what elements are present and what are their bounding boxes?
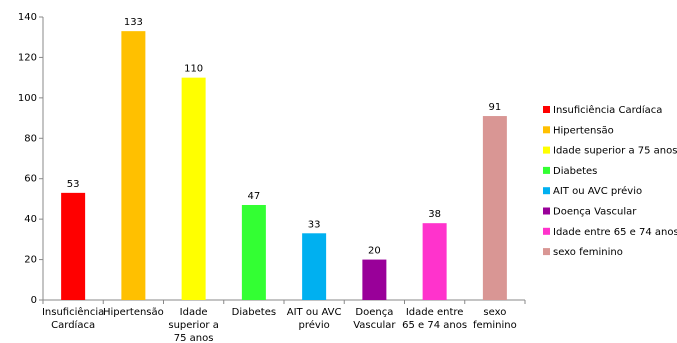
y-tick-label: 120 (18, 52, 37, 63)
legend-swatch (543, 248, 550, 256)
y-tick-label: 80 (24, 133, 37, 144)
legend-swatch (543, 227, 550, 235)
label-line: 65 e 74 anos (402, 320, 467, 331)
bar (422, 223, 447, 300)
bar (241, 204, 266, 300)
legend-swatch (543, 187, 550, 195)
legend-swatch (543, 126, 550, 134)
value-label: 20 (368, 246, 381, 257)
label-line: Idade entre (406, 307, 464, 318)
y-tick-label: 100 (18, 93, 37, 104)
legend-label: sexo feminino (553, 247, 623, 258)
label-line: feminino (473, 320, 517, 331)
x-tick-label: Insuficiência Cardíaca (42, 306, 104, 331)
value-label: 91 (489, 102, 502, 113)
legend-label: Insuficiência Cardíaca (553, 104, 662, 116)
value-label: 38 (428, 209, 441, 220)
label-line: Doença (355, 307, 393, 318)
x-tick-label: sexo feminino (473, 307, 517, 331)
label-line: prévio (299, 319, 330, 331)
y-tick-label: 20 (24, 255, 37, 266)
bar (181, 77, 206, 301)
value-label: 110 (184, 64, 203, 75)
value-label: 47 (248, 191, 261, 202)
bar (362, 259, 387, 300)
bar (61, 192, 86, 300)
x-tick-label: Diabetes (232, 307, 276, 318)
label-line: Insuficiência (42, 306, 104, 318)
x-tick-label: Idade superior a 75 anos (168, 307, 218, 343)
y-tick-label: 40 (24, 214, 37, 225)
x-tick-label: Doença Vascular (353, 307, 396, 331)
legend-swatch (543, 106, 550, 113)
x-tick-label: Hipertensão (103, 307, 164, 318)
y-tick-label: 140 (18, 12, 37, 23)
legend-label: Idade entre 65 e 74 anos (553, 227, 677, 238)
label-line: Hipertensão (103, 307, 164, 318)
legend-swatch (543, 207, 550, 215)
legend-swatch (543, 166, 550, 174)
y-tick-label: 60 (24, 174, 37, 185)
label-line: 75 anos (174, 333, 214, 343)
label-line: AIT ou AVC (287, 307, 342, 318)
label-line: Idade (180, 307, 208, 318)
label-line: sexo (483, 307, 506, 318)
bar (482, 116, 507, 300)
value-label: 53 (67, 179, 80, 190)
bar (302, 233, 327, 300)
label-line: Cardíaca (51, 319, 95, 331)
x-tick-label: AIT ou AVC prévio (287, 307, 342, 331)
label-line: superior a (168, 320, 218, 331)
legend-label: Idade superior a 75 anos (553, 146, 677, 157)
legend-label: Doença Vascular (553, 207, 637, 218)
legend-label: Diabetes (553, 166, 597, 177)
value-label: 133 (124, 17, 143, 28)
label-line: Diabetes (232, 307, 276, 318)
label-line: Vascular (353, 320, 396, 331)
legend-label: AIT ou AVC prévio (553, 185, 642, 197)
legend-swatch (543, 146, 550, 154)
y-tick-label: 0 (31, 295, 37, 306)
bar (121, 31, 146, 301)
value-label: 33 (308, 219, 321, 230)
legend-label: Hipertensão (553, 125, 614, 136)
x-tick-label: Idade entre 65 e 74 anos (402, 307, 467, 331)
